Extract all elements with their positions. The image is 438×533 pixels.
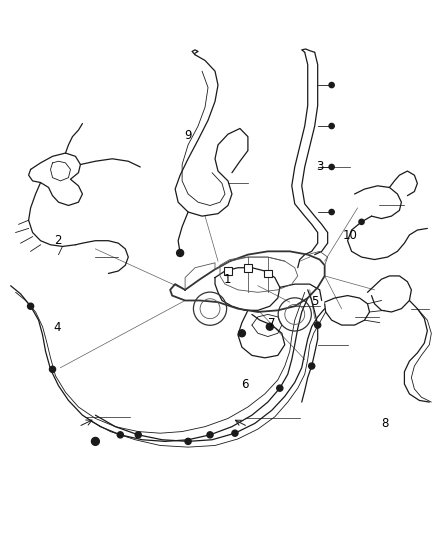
Text: 5: 5 bbox=[311, 295, 319, 308]
Circle shape bbox=[309, 363, 315, 369]
Circle shape bbox=[185, 438, 191, 445]
Bar bbox=[224, 267, 232, 275]
Circle shape bbox=[207, 432, 213, 438]
Bar bbox=[244, 264, 252, 272]
Circle shape bbox=[314, 322, 321, 328]
Text: 4: 4 bbox=[54, 321, 61, 334]
Circle shape bbox=[117, 432, 124, 438]
Circle shape bbox=[277, 385, 283, 391]
Text: 8: 8 bbox=[381, 417, 389, 430]
Circle shape bbox=[329, 124, 334, 128]
Text: 2: 2 bbox=[54, 234, 61, 247]
Circle shape bbox=[92, 438, 99, 445]
Text: 9: 9 bbox=[185, 129, 192, 142]
Circle shape bbox=[359, 219, 364, 224]
Text: 1: 1 bbox=[224, 273, 231, 286]
Circle shape bbox=[28, 303, 34, 309]
Text: 6: 6 bbox=[241, 378, 249, 391]
Circle shape bbox=[266, 323, 273, 330]
Circle shape bbox=[329, 164, 334, 169]
Circle shape bbox=[329, 83, 334, 87]
Text: 10: 10 bbox=[343, 229, 357, 243]
Circle shape bbox=[238, 330, 245, 337]
Circle shape bbox=[329, 209, 334, 215]
Circle shape bbox=[177, 249, 184, 256]
Circle shape bbox=[232, 430, 238, 436]
Bar bbox=[264, 270, 272, 277]
Text: 3: 3 bbox=[316, 159, 323, 173]
Text: 7: 7 bbox=[268, 317, 275, 330]
Circle shape bbox=[135, 432, 141, 438]
Circle shape bbox=[49, 366, 56, 373]
